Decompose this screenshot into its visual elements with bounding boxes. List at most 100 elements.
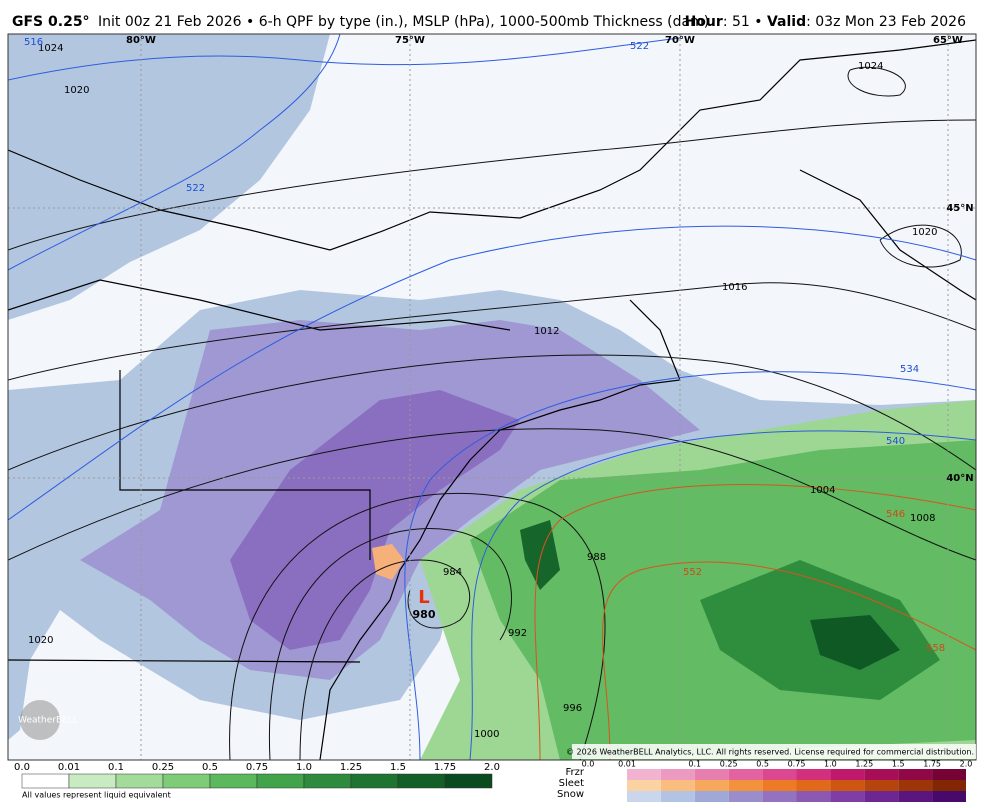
type-swatch	[864, 791, 899, 802]
lat-label: 40°N	[946, 473, 973, 484]
legend: All values represent liquid equivalent F…	[14, 760, 973, 802]
type-swatch	[762, 791, 797, 802]
rain-swatch	[115, 773, 164, 789]
type-swatch	[932, 780, 966, 791]
coastlines	[8, 39, 976, 760]
rain-tick-label: 1.0	[296, 762, 312, 773]
isobar-label: 992	[508, 628, 527, 639]
rain-swatch	[444, 773, 493, 789]
type-tick-label: 0.5	[756, 760, 769, 769]
watermark-logo	[20, 700, 60, 740]
isobar-label: 1008	[910, 513, 935, 524]
isobar-labels: 1024 1020 1024 1020 1016 1012 1008 1004 …	[28, 43, 937, 740]
thickness-label: 534	[900, 364, 919, 375]
isobar-label: 1012	[534, 326, 559, 337]
type-label: Frzr	[566, 767, 585, 778]
rain-swatch	[397, 773, 446, 789]
isobar-label: 1020	[64, 85, 89, 96]
type-swatch	[830, 791, 865, 802]
rain-tick-label: 0.1	[108, 762, 124, 773]
type-swatch	[660, 780, 695, 791]
rain-tick-label: 0.5	[202, 762, 218, 773]
map: 80°W 75°W 70°W 65°W 45°N 40°N 1024 1020 …	[7, 33, 977, 761]
type-tick-label: 0.01	[618, 760, 636, 769]
type-tick-label: 1.5	[892, 760, 905, 769]
thickness-label: 540	[886, 436, 905, 447]
valid-label: Valid	[767, 14, 806, 30]
thickness-lines	[534, 484, 976, 760]
type-swatch	[728, 791, 763, 802]
type-swatch	[627, 780, 661, 791]
low-symbol: L	[418, 587, 429, 608]
rain-tick-label: 0.0	[14, 762, 30, 773]
type-swatch	[762, 780, 797, 791]
type-swatch	[830, 780, 865, 791]
header-right: Hour: 51 • Valid: 03z Mon 23 Feb 2026	[685, 14, 966, 30]
thickness-label: 522	[186, 183, 205, 194]
thickness-labels: 516 522 522 534 540 546 552 558	[24, 37, 945, 654]
rain-swatch	[21, 773, 70, 789]
rain-tick-label: 1.5	[390, 762, 406, 773]
rain-tick-label: 1.75	[434, 762, 456, 773]
lon-label: 80°W	[126, 35, 156, 46]
type-swatch	[898, 791, 933, 802]
low-pressure: 980	[413, 608, 436, 621]
hour-value: : 51 •	[723, 14, 763, 30]
rain-swatch	[162, 773, 211, 789]
lon-label: 65°W	[933, 35, 963, 46]
type-tick-label: 0.0	[582, 760, 595, 769]
isobar-label: 1020	[28, 635, 53, 646]
type-swatch	[898, 769, 933, 780]
heavy-rain-area	[810, 615, 900, 670]
isobars	[8, 66, 976, 760]
type-swatch	[932, 791, 966, 802]
type-label: Sleet	[559, 778, 584, 789]
type-tick-label: 0.75	[788, 760, 806, 769]
header-left: GFS 0.25° Init 00z 21 Feb 2026 • 6-h QPF…	[12, 14, 709, 30]
type-swatch	[728, 780, 763, 791]
rain-swatch	[256, 773, 305, 789]
copyright: © 2026 WeatherBELL Analytics, LLC. All r…	[566, 748, 974, 757]
hour-label: Hour	[685, 14, 723, 30]
rain-tick-label: 1.25	[340, 762, 362, 773]
thickness-label: 552	[683, 567, 702, 578]
type-swatch	[660, 791, 695, 802]
map-frame	[7, 33, 977, 761]
rain-swatch	[303, 773, 352, 789]
type-swatch	[627, 769, 661, 780]
type-tick-label: 1.0	[824, 760, 837, 769]
type-tick-label: 0.1	[688, 760, 701, 769]
rain-tick-label: 0.75	[246, 762, 268, 773]
isobar-label: 1024	[38, 43, 63, 54]
model-name: GFS 0.25°	[12, 14, 90, 30]
type-label: Snow	[557, 789, 584, 800]
type-tick-label: 1.75	[923, 760, 941, 769]
rain-swatch	[68, 773, 117, 789]
thickness-lines	[8, 34, 976, 760]
snow-area	[8, 34, 330, 320]
rain-tick-label: 0.01	[58, 762, 80, 773]
header-description: Init 00z 21 Feb 2026 • 6-h QPF by type (…	[98, 14, 709, 30]
valid-value: : 03z Mon 23 Feb 2026	[806, 14, 966, 30]
rain-tick-label: 2.0	[484, 762, 500, 773]
sleet-area	[372, 544, 404, 580]
isobar-label: 996	[563, 703, 582, 714]
type-swatch	[864, 769, 899, 780]
watermark: WeatherBELL	[18, 716, 78, 726]
type-swatch	[694, 769, 729, 780]
type-tick-label: 2.0	[960, 760, 973, 769]
type-swatch	[830, 769, 865, 780]
heavy-snow-area	[230, 390, 520, 650]
type-tick-label: 0.25	[720, 760, 738, 769]
type-swatch	[762, 769, 797, 780]
isobar-label: 1004	[810, 485, 835, 496]
rain-swatch	[209, 773, 258, 789]
isobar-label: 984	[443, 567, 462, 578]
type-swatch	[694, 791, 729, 802]
heavy-rain-area	[520, 520, 560, 590]
type-swatch	[627, 791, 661, 802]
isobar-label: 1024	[858, 61, 883, 72]
isobar-label: 1016	[722, 282, 747, 293]
isobar-label: 1000	[474, 729, 499, 740]
